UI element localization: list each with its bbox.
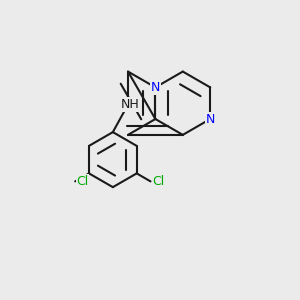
Text: N: N — [206, 112, 215, 125]
Text: NH: NH — [121, 98, 140, 111]
Text: Cl: Cl — [152, 175, 164, 188]
Text: Cl: Cl — [76, 175, 89, 188]
Text: N: N — [151, 81, 160, 94]
